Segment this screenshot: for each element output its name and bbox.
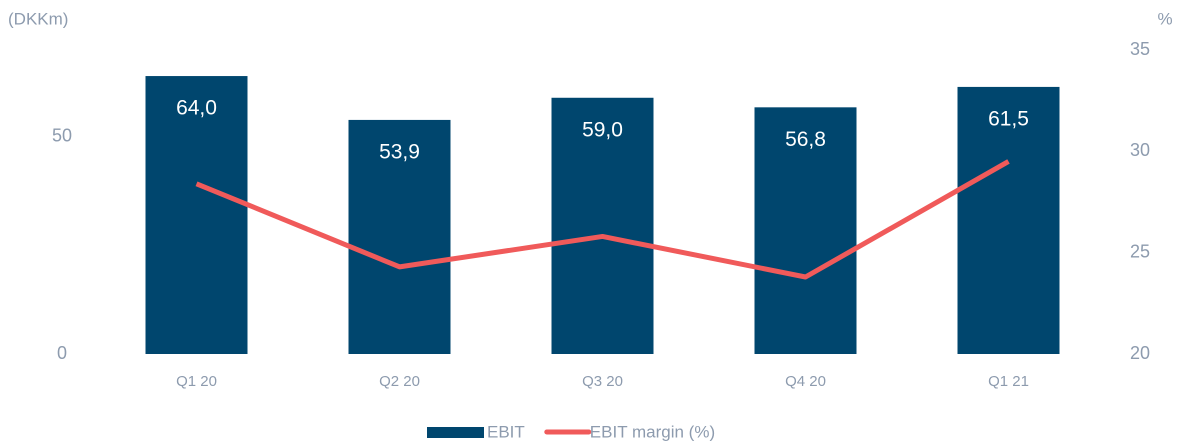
y2-tick-label: 30 — [1130, 140, 1150, 160]
bar-value-label: 53,9 — [379, 140, 420, 163]
y2-tick-label: 35 — [1130, 39, 1150, 59]
bar-value-label: 59,0 — [582, 118, 623, 141]
y-tick-label: 0 — [57, 343, 67, 363]
x-tick-label: Q2 20 — [379, 373, 420, 390]
bar — [551, 97, 654, 355]
bar-value-label: 64,0 — [176, 97, 217, 120]
y2-axis-label: % — [1157, 9, 1172, 28]
legend-label: EBIT margin (%) — [590, 422, 715, 441]
bar-value-label: 56,8 — [785, 128, 826, 151]
y-axis-label: (DKKm) — [8, 9, 68, 28]
bar — [957, 86, 1060, 355]
y-tick-label: 50 — [52, 126, 72, 146]
legend-swatch — [427, 427, 484, 438]
bar — [145, 76, 248, 355]
line — [195, 159, 1010, 280]
y2-tick-label: 25 — [1130, 241, 1150, 261]
bar — [754, 107, 857, 354]
bar — [348, 119, 451, 354]
y2-tick-label: 20 — [1130, 343, 1150, 363]
x-tick-label: Q3 20 — [582, 373, 623, 390]
x-tick-label: Q1 20 — [176, 373, 217, 390]
x-tick-label: Q4 20 — [785, 373, 826, 390]
x-tick-label: Q1 21 — [988, 373, 1029, 390]
bar-value-label: 61,5 — [988, 107, 1029, 130]
legend-label: EBIT — [487, 422, 525, 441]
